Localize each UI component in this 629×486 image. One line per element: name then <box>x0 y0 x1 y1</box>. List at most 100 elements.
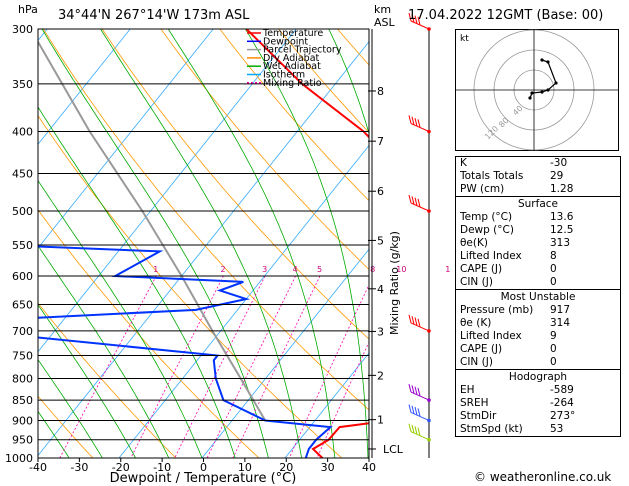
index-label: StmDir <box>460 410 497 422</box>
wind-barb-flag <box>411 316 415 325</box>
height-tick-label: 5 <box>377 234 384 247</box>
mixing-ratio-label: 15 <box>445 265 450 274</box>
parcel-trajectory-line <box>38 39 267 422</box>
mixing-ratio-label: 10 <box>396 265 406 274</box>
hodograph-heading: Hodograph <box>508 371 568 383</box>
x-tick-label: 20 <box>279 461 293 474</box>
index-row: CIN (J) 0 <box>456 356 620 369</box>
pressure-tick-label: 650 <box>12 299 33 312</box>
index-label: CAPE (J) <box>460 343 503 355</box>
wind-barb-staff <box>410 322 430 332</box>
height-tick-label: 4 <box>377 283 384 296</box>
index-value: 314 <box>550 317 571 329</box>
x-tick-label: -40 <box>29 461 47 474</box>
isotherm-line <box>38 41 369 457</box>
index-value: 0 <box>550 356 557 368</box>
index-value: -589 <box>550 384 574 396</box>
index-row: Lifted Index 9 <box>456 330 620 343</box>
index-value: 273° <box>550 410 576 422</box>
hpa-label: hPa <box>18 3 38 16</box>
wind-barb-flag <box>417 318 421 327</box>
index-row: CAPE (J) 0 <box>456 263 620 276</box>
index-value: -264 <box>550 397 574 409</box>
wind-barb-flag <box>411 405 415 414</box>
index-label: Lifted Index <box>460 330 522 342</box>
mixing-ratio-label: 8 <box>370 265 375 274</box>
wind-barb <box>408 404 431 423</box>
height-tick-label: 6 <box>377 185 384 198</box>
pressure-tick-label: 350 <box>12 78 33 91</box>
mixing-ratio-axis-label: Mixing Ratio (g/kg) <box>388 231 401 335</box>
credit-text: © weatheronline.co.uk <box>474 470 612 484</box>
wind-barb-flag <box>414 15 418 24</box>
pressure-tick-label: 950 <box>12 434 33 447</box>
index-label: CAPE (J) <box>460 263 503 275</box>
index-value: 53 <box>550 423 564 435</box>
wind-barb-flag <box>414 386 418 395</box>
index-value: 12.5 <box>550 224 574 236</box>
pressure-tick-label: 800 <box>12 372 33 385</box>
index-value: 0 <box>550 343 557 355</box>
x-tick-label: 0 <box>200 461 207 474</box>
index-label: θe(K) <box>460 237 488 249</box>
index-row: Dewp (°C) 12.5 <box>456 224 620 237</box>
wind-barb <box>408 423 431 442</box>
wind-barb-dot <box>427 129 431 134</box>
hodograph-point <box>530 91 534 95</box>
hodograph-point <box>554 81 558 85</box>
surface-heading: Surface <box>517 198 558 210</box>
isotherm-line <box>284 352 369 458</box>
wind-barb-flag <box>411 424 415 434</box>
pressure-tick-label: 400 <box>12 126 33 139</box>
index-row: CIN (J) 0 <box>456 276 620 289</box>
legend-entry: Isotherm <box>263 70 305 81</box>
dry-adiabat-line <box>396 29 450 458</box>
dry-adiabat-line <box>0 29 10 458</box>
wind-barb-dot <box>427 437 431 442</box>
wind-barb-flag <box>417 387 421 397</box>
x-axis-label: Dewpoint / Temperature (°C) <box>110 471 297 486</box>
index-label: EH <box>460 384 475 396</box>
hodograph-point <box>546 88 550 92</box>
isotherm-line <box>118 144 369 458</box>
legend-entry: Wet Adiabat <box>263 61 321 72</box>
height-tick-label: 3 <box>377 325 384 338</box>
wet-adiabat-line <box>38 359 103 458</box>
wind-barb-staff <box>410 412 430 421</box>
index-row: θe (K) 314 <box>456 317 620 330</box>
index-value: 13.6 <box>550 211 574 223</box>
mixing-ratio-label: 2 <box>220 265 225 274</box>
x-tick-label: 10 <box>238 461 252 474</box>
dry-adiabat-line <box>38 209 260 458</box>
wind-barb-flag <box>414 426 418 435</box>
index-label: Totals Totals <box>460 170 524 182</box>
index-row: Temp (°C) 13.6 <box>456 211 620 224</box>
index-row: CAPE (J) 0 <box>456 343 620 356</box>
index-value: 313 <box>550 237 571 249</box>
index-row: EH -589 <box>456 384 620 397</box>
mixing-ratio-line <box>368 456 369 458</box>
wind-barb-dot <box>427 418 431 423</box>
wind-barb-flag <box>411 14 415 23</box>
index-label: θe (K) <box>460 317 492 329</box>
wind-barb-flag <box>417 119 421 128</box>
asl-label: ASL <box>374 16 395 29</box>
wind-barb <box>408 194 431 213</box>
wind-barb-staff <box>410 123 430 132</box>
wind-barb-dot <box>427 398 431 402</box>
index-label: Dewp (°C) <box>460 224 514 236</box>
location-title: 34°44'N 267°14'W 173m ASL <box>58 8 250 23</box>
height-tick-label: 1 <box>377 414 384 427</box>
isotherm-line <box>201 248 369 458</box>
legend-entry: Dewpoint <box>263 36 308 47</box>
isotherm-line <box>38 29 131 145</box>
wind-barb <box>408 115 431 134</box>
wind-barb <box>408 12 431 31</box>
datetime-title: 17.04.2022 12GMT (Base: 00) <box>408 8 604 23</box>
index-label: Pressure (mb) <box>460 304 534 316</box>
index-label: K <box>460 157 467 169</box>
index-label: PW (cm) <box>460 183 505 195</box>
wet-adiabat-line <box>41 29 269 458</box>
skew-t-diagram: 1234581015202530035040045050055060065070… <box>0 12 450 486</box>
index-row: StmSpd (kt) 53 <box>456 423 620 436</box>
